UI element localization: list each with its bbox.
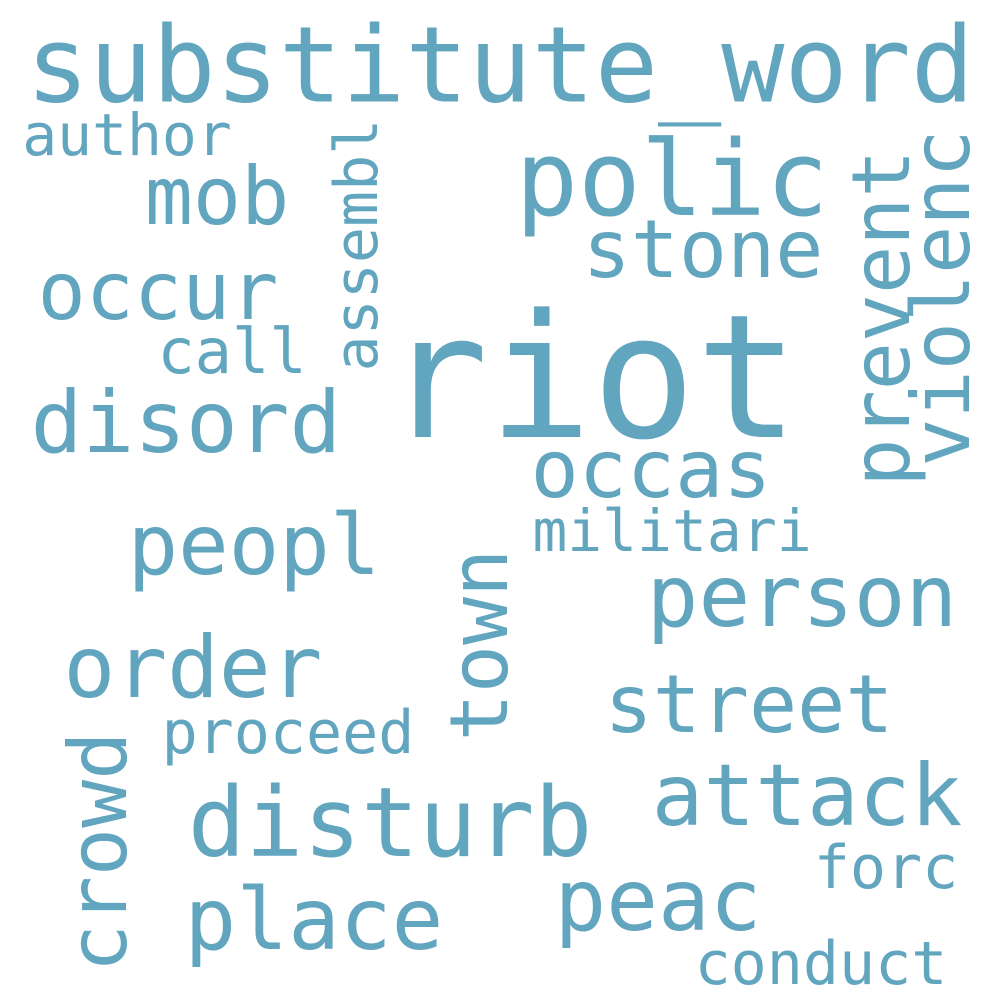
word-disturb: disturb [187, 767, 593, 879]
word-substitute-word: substitute_word [25, 4, 975, 127]
word-mob: mob [144, 150, 290, 243]
word-polic: polic [515, 118, 829, 240]
word-peac: peac [554, 851, 762, 951]
word-town: town [433, 548, 526, 742]
word-order: order [63, 618, 323, 718]
word-forc: forc [813, 833, 959, 903]
word-peopl: peopl [127, 496, 381, 594]
word-crowd: crowd [52, 731, 145, 973]
word-stone: stone [582, 203, 824, 296]
word-riot: riot [384, 277, 800, 478]
word-author: author [22, 101, 232, 169]
word-disord: disord [30, 373, 342, 473]
word-proceed: proceed [161, 698, 415, 768]
word-occur: occur [37, 245, 279, 338]
word-assembl: assembl [322, 118, 392, 372]
word-violenc: violenc [895, 129, 988, 467]
word-militari: militari [532, 497, 812, 565]
word-attack: attack [651, 746, 963, 846]
word-conduct: conduct [694, 929, 948, 999]
word-place: place [184, 870, 444, 970]
word-street: street [604, 658, 894, 751]
word-occas: occas [530, 423, 772, 516]
word-call: call [157, 315, 307, 388]
word-person: person [646, 547, 958, 647]
